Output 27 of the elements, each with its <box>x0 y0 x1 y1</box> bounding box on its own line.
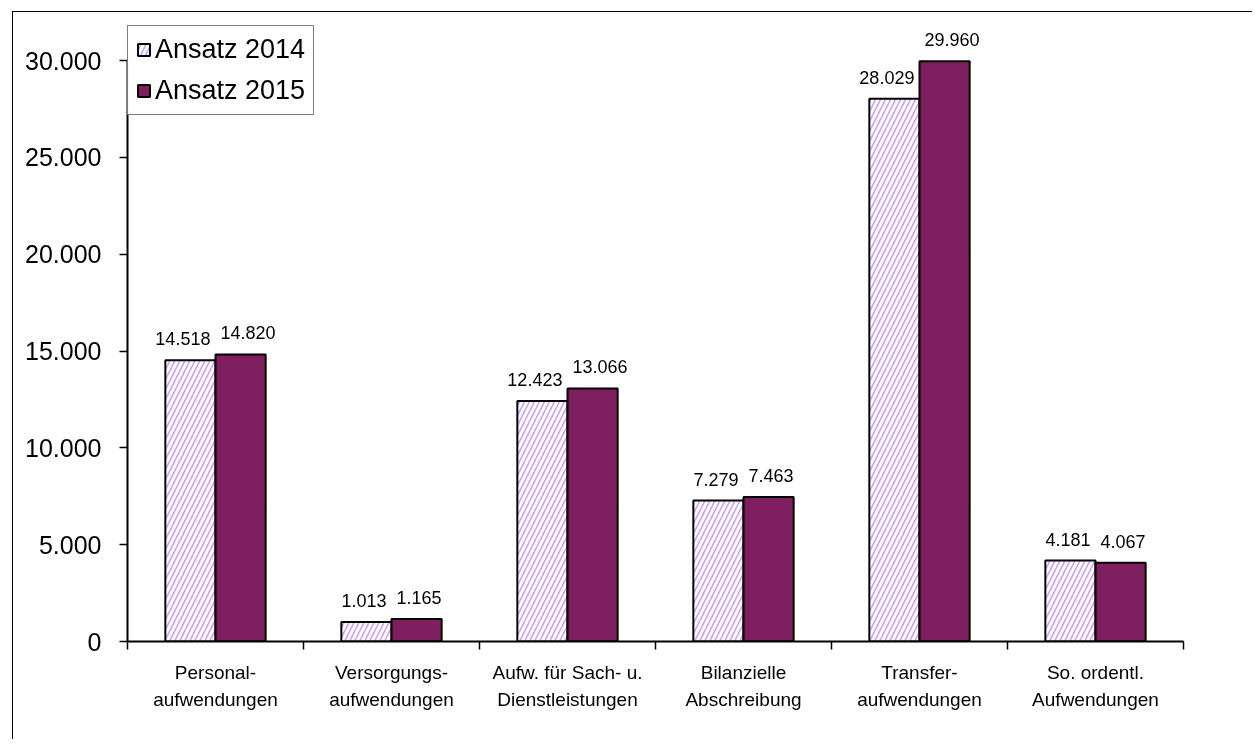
data-label: 28.029 <box>859 67 915 88</box>
x-tick-label: Personal- aufwendungen <box>153 661 278 710</box>
data-label: 1.013 <box>341 590 387 611</box>
x-tick-label: Bilanzielle Abschreibung <box>685 661 802 710</box>
legend-label: Ansatz 2014 <box>155 34 306 65</box>
data-label: 14.518 <box>155 329 211 350</box>
data-label: 7.279 <box>693 469 739 490</box>
x-tick-label: Transfer- aufwendungen <box>857 661 982 710</box>
data-label: 13.066 <box>572 357 628 378</box>
y-tick-label: 5.000 <box>38 530 102 559</box>
legend-label: Ansatz 2015 <box>155 75 306 106</box>
data-label: 1.165 <box>396 587 442 608</box>
x-tick-label: Versorgungs- aufwendungen <box>329 661 454 710</box>
x-tick-label: So. ordentl. Aufwendungen <box>1032 661 1159 710</box>
data-label: 4.181 <box>1045 529 1091 550</box>
data-label: 4.067 <box>1100 531 1146 552</box>
data-label: 12.423 <box>507 369 563 390</box>
data-label: 14.820 <box>220 323 276 344</box>
y-tick-label: 0 <box>87 627 102 656</box>
y-tick-label: 20.000 <box>25 240 102 269</box>
y-tick-label: 25.000 <box>25 143 102 172</box>
y-tick-label: 30.000 <box>25 46 102 75</box>
y-tick-label: 10.000 <box>25 433 102 462</box>
x-tick-label: Aufw. für Sach- u. Dienstleistungen <box>492 661 643 710</box>
data-label: 7.463 <box>748 465 794 486</box>
data-label: 29.960 <box>924 30 980 51</box>
y-tick-label: 15.000 <box>25 337 102 365</box>
